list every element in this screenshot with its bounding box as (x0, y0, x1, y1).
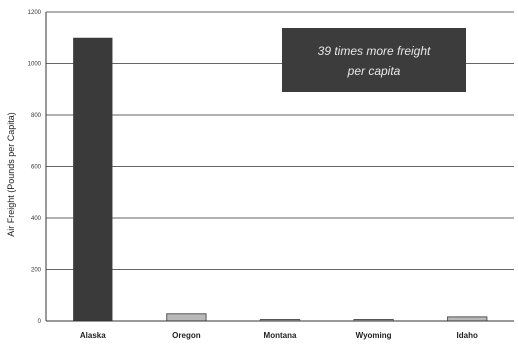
annotation-callout: 39 times more freight per capita (282, 28, 466, 92)
annotation-box (282, 28, 466, 92)
annotation-text-line-2: per capita (347, 64, 401, 78)
x-tick-label-wyoming: Wyoming (356, 331, 392, 340)
bar-alaska (73, 37, 113, 321)
y-tick-label: 200 (31, 268, 42, 274)
y-axis-title: Air Freight (Pounds per Capita) (6, 112, 16, 237)
gridlines (46, 11, 514, 270)
bars (73, 37, 488, 322)
y-tick-label: 400 (31, 216, 42, 222)
y-tick-labels: 0 200 400 600 800 1000 1200 (28, 10, 42, 325)
y-tick-label: 600 (31, 165, 42, 171)
x-tick-label-montana: Montana (264, 331, 297, 340)
x-tick-label-oregon: Oregon (172, 331, 201, 340)
x-tick-label-alaska: Alaska (80, 331, 106, 340)
y-tick-label: 0 (38, 319, 42, 325)
y-tick-label: 1200 (28, 10, 42, 16)
axes (45, 12, 514, 322)
bar-idaho (447, 316, 488, 322)
x-tick-label-idaho: Idaho (457, 331, 478, 340)
y-tick-label: 1000 (28, 62, 42, 68)
annotation-text-line-1: 39 times more freight (318, 44, 431, 58)
bar-oregon (166, 313, 207, 322)
x-tick-labels: Alaska Oregon Montana Wyoming Idaho (80, 331, 478, 340)
y-tick-label: 800 (31, 113, 42, 119)
